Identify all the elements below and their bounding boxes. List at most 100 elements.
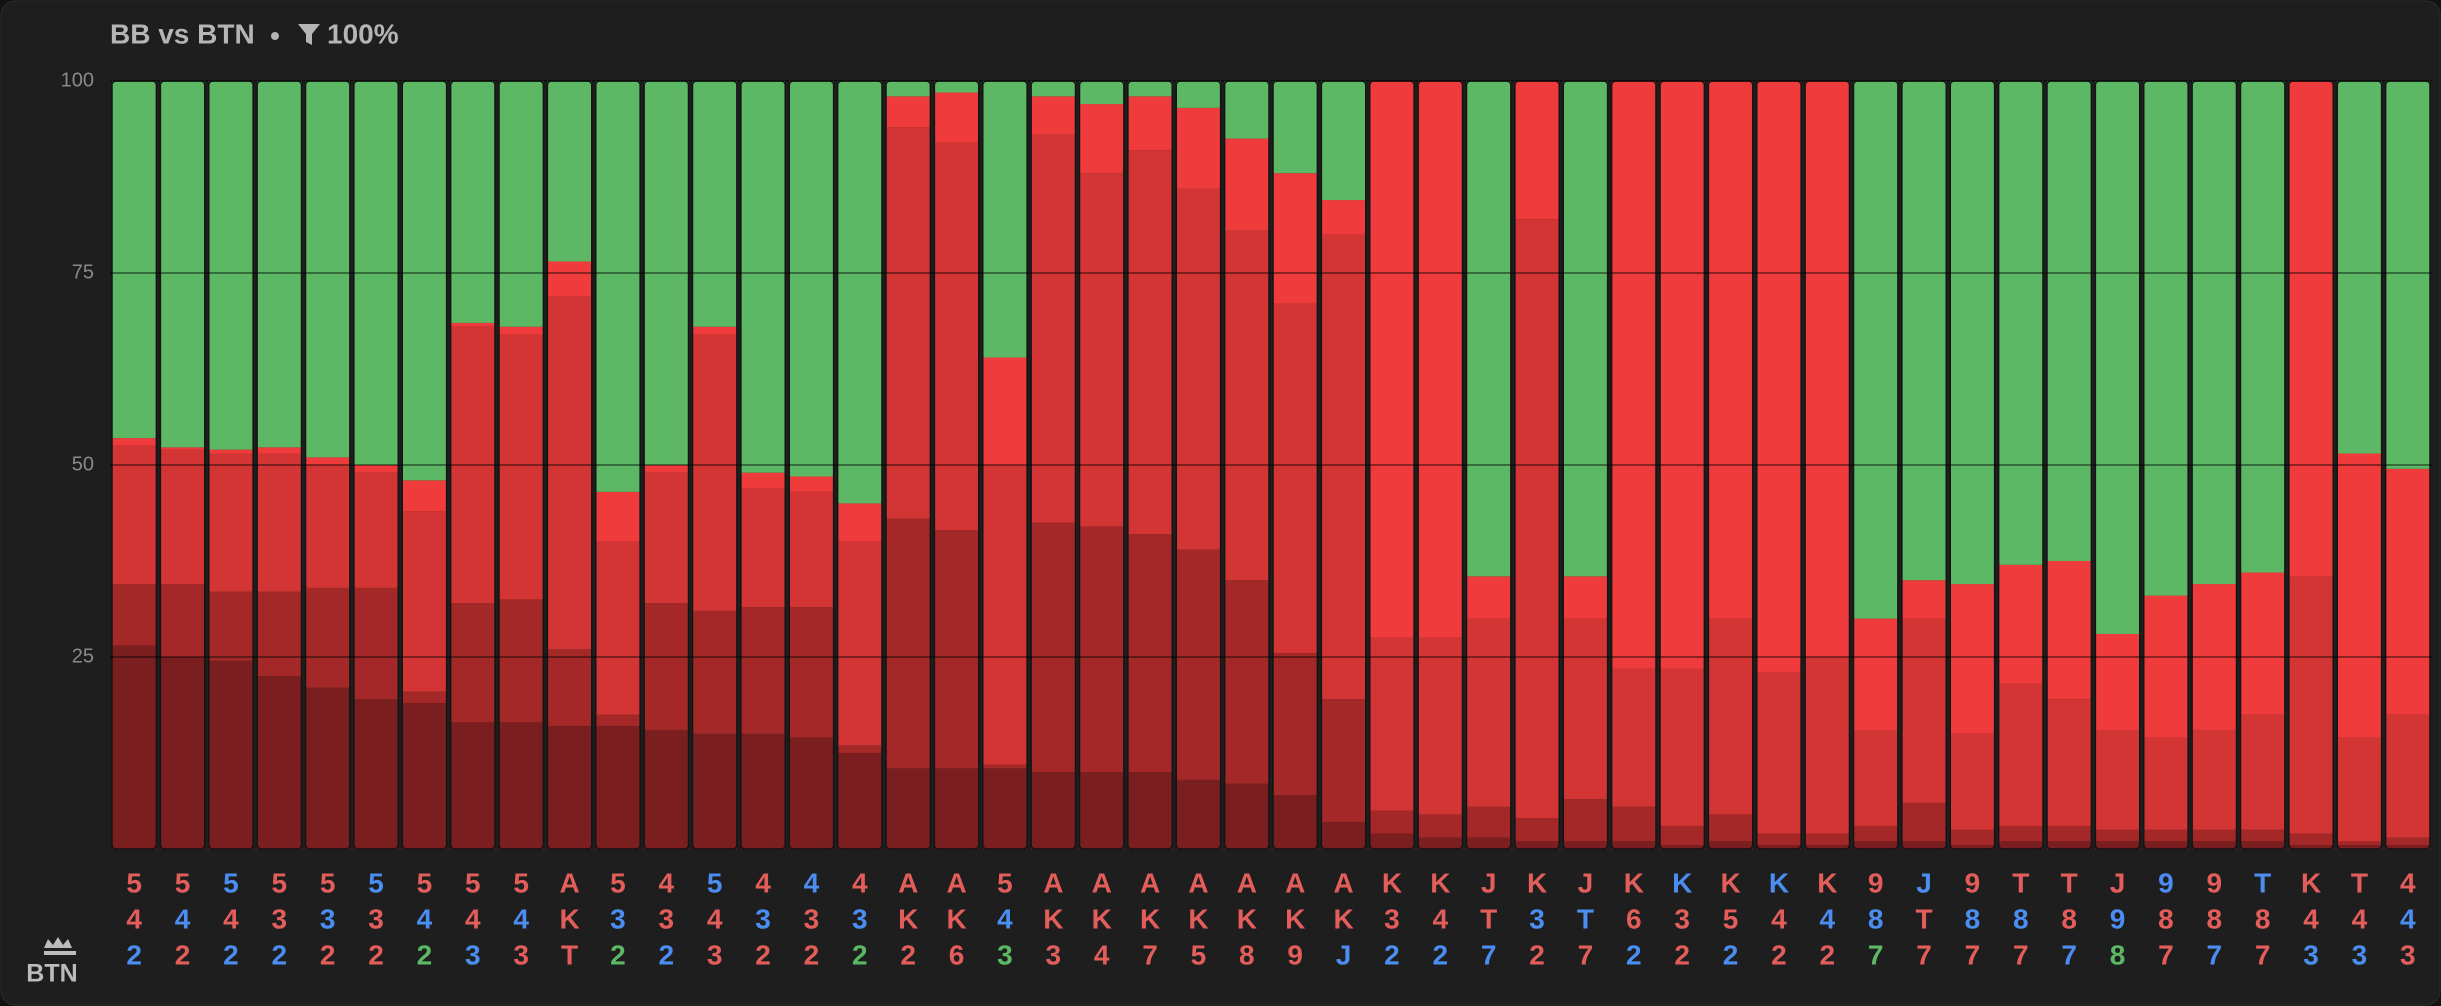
bar-segment [2143, 595, 2189, 738]
bar-segment [1853, 729, 1898, 826]
bar-segment [402, 480, 447, 512]
bar-segment [160, 447, 205, 450]
bar-segment [1369, 810, 1415, 834]
bar-segment [1660, 668, 1705, 826]
x-tick-label: 2 [1820, 939, 1836, 970]
x-tick-label: 4 [852, 867, 868, 898]
bar-segment [1031, 772, 1076, 849]
bar-segment [257, 81, 302, 448]
bar-segment [2095, 81, 2140, 634]
x-tick-label: 5 [1723, 903, 1739, 934]
bar-segment [1273, 173, 1318, 304]
x-tick-label: 3 [852, 903, 868, 934]
bar-segment [499, 326, 544, 335]
bar-segment [1998, 825, 2043, 842]
bar-segment [1901, 580, 1947, 619]
x-tick-label: K [1333, 903, 1353, 934]
x-tick-label: 5 [126, 867, 142, 898]
x-tick-label: 9 [2110, 903, 2126, 934]
x-tick-label: T [2012, 867, 2029, 898]
bar-segment [1950, 733, 1995, 830]
x-tick-label: J [1578, 867, 1594, 898]
x-tick-label: 8 [1868, 903, 1884, 934]
player-label: BTN [26, 960, 77, 988]
x-tick-label: 4 [126, 903, 142, 934]
x-tick-label: 4 [2400, 903, 2416, 934]
x-tick-label: 2 [1771, 939, 1787, 970]
bar-segment [2385, 845, 2430, 849]
x-tick-label: K [1140, 903, 1160, 934]
y-tick-label: 25 [72, 645, 94, 667]
bar-segment [2240, 81, 2285, 573]
bar-segment [740, 81, 786, 473]
bar-segment [112, 645, 157, 849]
x-tick-label: 2 [1529, 939, 1545, 970]
bar-segment [1563, 799, 1608, 842]
bar-segment [1127, 81, 1173, 97]
x-tick-label: 8 [2110, 939, 2126, 970]
x-tick-label: 4 [1094, 939, 1110, 970]
bar-segment [2240, 829, 2285, 842]
bar-segment [789, 476, 834, 492]
x-tick-label: 2 [223, 939, 239, 970]
bar-segment [1031, 522, 1076, 773]
bar-segment [886, 518, 931, 769]
bar-segment [1176, 81, 1221, 108]
x-tick-label: 3 [755, 903, 771, 934]
bar-segment [1031, 134, 1076, 523]
x-tick-label: 5 [707, 867, 723, 898]
bar-segment [1563, 576, 1608, 619]
x-tick-label: 2 [610, 939, 626, 970]
bar-segment [1321, 822, 1366, 849]
bar-segment [257, 676, 302, 849]
bar-segment [2240, 714, 2285, 830]
x-tick-label: 3 [2400, 939, 2416, 970]
x-tick-label: K [1527, 867, 1547, 898]
x-tick-label: K [1817, 867, 1837, 898]
bar-segment [1756, 81, 1802, 673]
bar-segment [499, 334, 544, 600]
x-tick-label: A [1333, 867, 1353, 898]
x-tick-label: 4 [997, 903, 1013, 934]
x-tick-label: 2 [804, 939, 820, 970]
x-tick-label: 3 [513, 939, 529, 970]
x-tick-label: 7 [1481, 939, 1497, 970]
bar-segment [1031, 96, 1076, 135]
bar-segment [2095, 633, 2140, 730]
x-tick-label: T [1577, 903, 1594, 934]
bar-segment [1466, 576, 1511, 619]
bar-segment [789, 491, 834, 608]
bar-segment [1950, 829, 1995, 846]
x-tick-label: 3 [1046, 939, 1062, 970]
bar-segment [2047, 841, 2092, 849]
x-tick-label: 9 [1287, 939, 1303, 970]
bar-segment [547, 649, 592, 727]
bar-segment [1176, 107, 1221, 189]
x-tick-label: A [1043, 867, 1063, 898]
bar-segment [112, 438, 157, 446]
x-tick-label: 9 [1868, 867, 1884, 898]
x-tick-label: 2 [1674, 939, 1690, 970]
x-tick-label: 6 [949, 939, 965, 970]
x-tick-label: 2 [755, 939, 771, 970]
bar-segment [2385, 81, 2430, 469]
bar-segment [886, 81, 931, 97]
bar-segment [1950, 81, 1995, 585]
x-tick-label: 2 [272, 939, 288, 970]
bar-segment [2337, 841, 2382, 846]
bar-segment [1321, 699, 1366, 823]
bar-segment [2192, 81, 2237, 585]
x-tick-label: 9 [2207, 867, 2223, 898]
bar-segment [2095, 729, 2140, 830]
bar-segment [595, 491, 641, 542]
bar-segment [2192, 829, 2237, 842]
x-tick-label: A [1140, 867, 1160, 898]
bar-segment [160, 657, 205, 849]
bar-segment [1611, 841, 1656, 849]
x-tick-label: 7 [2013, 939, 2029, 970]
x-tick-label: K [2301, 867, 2321, 898]
bar-segment [692, 733, 737, 849]
x-tick-label: K [946, 903, 966, 934]
